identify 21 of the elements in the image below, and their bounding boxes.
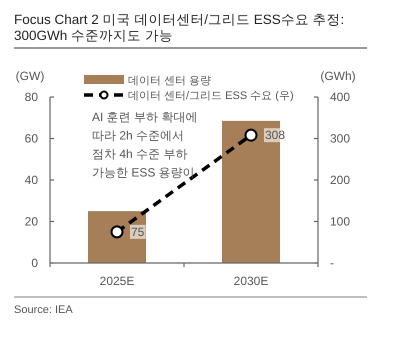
y-axis-title: (GW) — [16, 69, 44, 83]
x-tick-label: 2030E — [234, 274, 268, 288]
legend-label: 데이터 센터 용량 — [128, 75, 212, 87]
source-note: Source: IEA — [14, 304, 74, 316]
y2-axis-title: (GWh) — [320, 69, 356, 83]
legend-label: 데이터 센터/그리드 ESS 수요 (우) — [128, 90, 294, 102]
y2-tick-label: 400 — [330, 90, 350, 104]
y-tick-label: 40 — [24, 173, 38, 187]
chart-title: Focus Chart 2 미국 데이터센터/그리드 ESS수요 추정: 300GWh 수준까지도 가능 — [14, 12, 346, 44]
annotation: AI 훈련 부하 확대에 따라 2h 수준에서 점차 4h 수준 부하 가능한 ESS 용량이 — [92, 110, 198, 180]
y-tick-label: 20 — [24, 214, 38, 228]
y2-tick-label: 200 — [330, 173, 350, 187]
data-label: 75 — [131, 224, 145, 239]
y-tick-label: 80 — [24, 90, 38, 104]
y2-tick-label: 100 — [330, 214, 350, 228]
data-label: 308 — [265, 128, 286, 142]
y-tick-label: 60 — [24, 132, 38, 146]
y-tick-label: 0 — [31, 256, 38, 270]
y2-tick-label: 300 — [330, 132, 350, 146]
y2-tick-label: - — [330, 256, 334, 270]
x-tick-label: 2025E — [100, 274, 134, 288]
